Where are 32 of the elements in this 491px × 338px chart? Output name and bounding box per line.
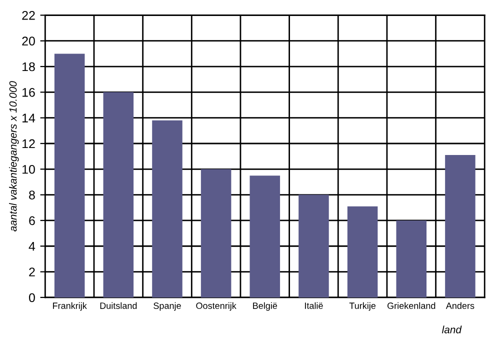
y-tick-label: 20 [22, 36, 35, 46]
bar [250, 176, 280, 298]
bar [54, 54, 85, 298]
x-tick-label: Oostenrijk [196, 302, 236, 311]
bar [103, 92, 134, 298]
x-tick-label: België [253, 302, 278, 311]
bar [445, 155, 476, 298]
y-tick-label: 18 [22, 62, 35, 72]
y-tick-label: 8 [29, 190, 35, 200]
x-tick-label: Italië [305, 302, 323, 309]
x-tick-label: Griekenland [387, 302, 436, 309]
y-tick-label: 2 [29, 268, 35, 276]
bar [347, 206, 378, 298]
x-tick-label: Duitsland [100, 302, 137, 309]
bar [152, 120, 182, 298]
y-tick-label: 22 [22, 11, 35, 20]
y-tick-label: 4 [28, 242, 36, 251]
x-tick-label: Frankrijk [53, 302, 87, 311]
bar [200, 169, 232, 298]
bar [396, 220, 427, 298]
y-tick-label: 14 [22, 114, 36, 122]
x-tick-label: Turkije [349, 302, 376, 311]
y-tick-label: 10 [22, 164, 35, 174]
bar [298, 194, 329, 298]
y-tick-label: 0 [28, 293, 35, 302]
y-tick-label: 12 [22, 139, 35, 148]
y-axis-title: aantal vakantiegangers x 10.000 [9, 81, 19, 232]
x-axis-title: land [442, 326, 462, 334]
x-tick-label: Anders [446, 302, 474, 309]
y-tick-label: 16 [22, 88, 35, 97]
x-tick-label: Spanje [154, 302, 181, 311]
y-tick-label: 6 [29, 216, 35, 226]
